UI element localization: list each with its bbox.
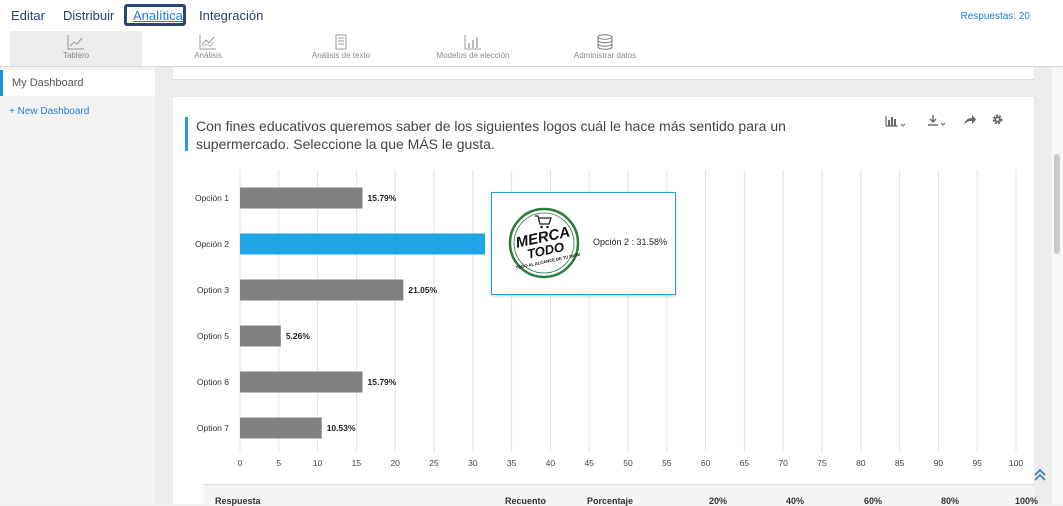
bar[interactable] <box>240 325 281 347</box>
results-table-header: Respuesta Recuento Porcentaje 20% 40% 60… <box>203 484 1038 506</box>
x-tick-label: 40 <box>546 458 556 468</box>
chart-tooltip: MERCA TODO TODO AL ALCANCE DE TU MANO Op… <box>491 192 676 295</box>
question-widget-card: Con fines educativos queremos saber de l… <box>173 97 1038 506</box>
category-label: Option 5 <box>197 331 229 341</box>
bar[interactable] <box>240 417 322 439</box>
database-icon <box>597 34 613 50</box>
back-to-top-icon[interactable] <box>1033 468 1047 482</box>
download-icon[interactable] <box>927 114 947 127</box>
category-label: Option 3 <box>197 285 229 295</box>
analytics-toolbar: Tablero Análisis Análisis de texto Model… <box>0 31 1063 67</box>
value-label: 15.79% <box>368 377 397 387</box>
x-tick-label: 50 <box>623 458 633 468</box>
value-label: 5.26% <box>286 331 311 341</box>
x-tick-label: 35 <box>507 458 517 468</box>
x-tick-label: 80 <box>856 458 866 468</box>
choice-model-icon <box>464 35 481 50</box>
bar[interactable] <box>240 187 363 209</box>
category-label: Option 6 <box>197 377 229 387</box>
column-header-80: 80% <box>941 496 960 506</box>
bar[interactable] <box>240 371 363 393</box>
top-nav: Editar Distribuir Analítica Integración … <box>0 0 1063 32</box>
text-analysis-icon <box>335 34 347 50</box>
x-tick-label: 65 <box>740 458 750 468</box>
tab-distribuir[interactable]: Distribuir <box>63 8 115 23</box>
x-tick-label: 100 <box>1009 458 1023 468</box>
column-header-100: 100% <box>1015 496 1039 506</box>
category-label: Opción 1 <box>195 193 229 203</box>
tool-label: Modelos de elección <box>436 51 510 60</box>
x-tick-label: 15 <box>352 458 362 468</box>
dashboard-canvas: Con fines educativos queremos saber de l… <box>155 67 1052 506</box>
category-label: Opción 2 <box>195 239 229 249</box>
tool-label: Administrar datos <box>573 51 637 60</box>
tool-modelos-eleccion[interactable]: Modelos de elección <box>432 31 514 66</box>
bar[interactable] <box>240 279 404 301</box>
tool-label: Análisis de texto <box>311 51 371 60</box>
x-tick-label: 90 <box>934 458 944 468</box>
value-label: 10.53% <box>327 423 356 433</box>
x-tick-label: 0 <box>238 458 243 468</box>
title-accent-bar <box>185 117 188 151</box>
previous-widget-card <box>173 67 1034 80</box>
value-label: 15.79% <box>368 193 397 203</box>
x-tick-label: 70 <box>778 458 788 468</box>
tool-analisis[interactable]: Análisis <box>172 31 244 66</box>
x-tick-label: 45 <box>584 458 594 468</box>
tool-administrar-datos[interactable]: Administrar datos <box>564 31 646 66</box>
x-tick-label: 25 <box>429 458 439 468</box>
value-label: 21.05% <box>408 285 437 295</box>
question-title: Con fines educativos queremos saber de l… <box>196 118 786 152</box>
column-header-60: 60% <box>864 496 883 506</box>
bar-chart: Opción 1 Opción 2 Option 3 Option 5 Option 6… <box>195 170 1023 468</box>
scrollbar-thumb[interactable] <box>1054 154 1060 254</box>
responses-count: Respuestas: 20 <box>960 11 1031 22</box>
merca-todo-logo: MERCA TODO TODO AL ALCANCE DE TU MANO <box>508 207 580 279</box>
chart-type-icon[interactable] <box>885 115 907 127</box>
sidebar-item-my-dashboard[interactable]: My Dashboard <box>0 70 155 96</box>
share-icon[interactable] <box>963 114 977 126</box>
tool-label: Análisis <box>194 51 222 60</box>
tab-editar[interactable]: Editar <box>11 8 45 23</box>
active-tab-highlight <box>124 4 186 26</box>
tab-analitica[interactable]: Analítica <box>133 8 183 23</box>
gear-icon[interactable] <box>991 113 1004 126</box>
cart-icon <box>535 215 552 229</box>
tool-tablero[interactable]: Tablero <box>40 31 112 66</box>
x-tick-label: 85 <box>895 458 905 468</box>
x-tick-label: 95 <box>972 458 982 468</box>
x-tick-label: 10 <box>313 458 323 468</box>
column-header-respuesta: Respuesta <box>215 496 261 506</box>
tooltip-text: Opción 2 : 31.58% <box>593 237 668 247</box>
column-header-40: 40% <box>786 496 805 506</box>
column-header-20: 20% <box>709 496 728 506</box>
tab-integracion[interactable]: Integración <box>199 8 264 23</box>
analysis-chart-icon <box>199 35 216 50</box>
x-tick-label: 55 <box>662 458 672 468</box>
line-chart-icon <box>67 35 84 50</box>
x-tick-label: 60 <box>701 458 711 468</box>
new-dashboard-link[interactable]: + New Dashboard <box>9 106 90 117</box>
x-tick-label: 20 <box>390 458 400 468</box>
tool-label: Tablero <box>62 51 90 60</box>
dashboard-sidebar: My Dashboard + New Dashboard <box>0 67 155 504</box>
x-tick-label: 75 <box>817 458 827 468</box>
column-header-porcentaje: Porcentaje <box>587 496 634 506</box>
tool-analisis-texto[interactable]: Análisis de texto <box>300 31 382 66</box>
x-tick-label: 5 <box>276 458 281 468</box>
column-header-recuento: Recuento <box>505 496 547 506</box>
x-tick-label: 30 <box>468 458 478 468</box>
page-scrollbar[interactable] <box>1052 67 1063 504</box>
bar[interactable] <box>240 233 486 255</box>
category-label: Option 7 <box>197 423 229 433</box>
